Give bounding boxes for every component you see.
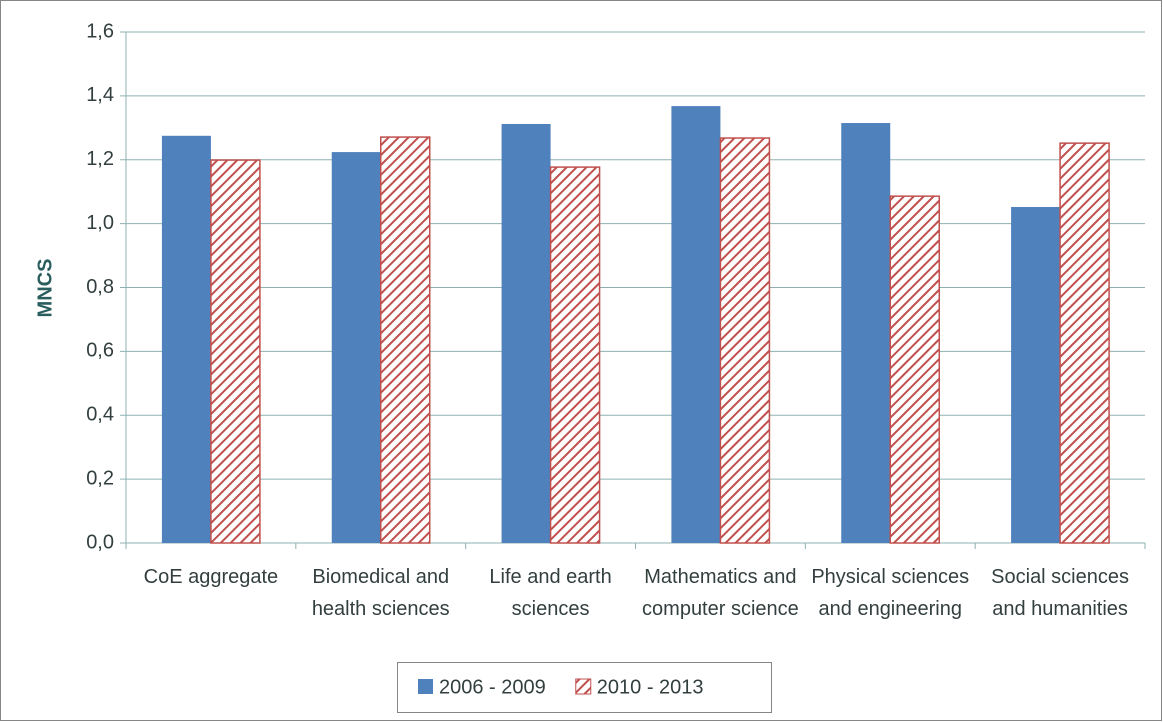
legend-label: 2006 - 2009 bbox=[439, 676, 546, 698]
y-tick-label: 0,6 bbox=[86, 340, 114, 362]
bar bbox=[161, 135, 211, 543]
y-tick-label: 0,2 bbox=[86, 467, 114, 489]
x-tick-label: Physical sciences and engineering bbox=[811, 566, 970, 620]
x-tick-label: Life and earth sciences bbox=[489, 566, 612, 620]
x-tick-label: Biomedical and health sciences bbox=[311, 566, 450, 620]
y-tick-label: 0,4 bbox=[86, 404, 114, 426]
x-tick-label: Social sciences and humanities bbox=[991, 566, 1129, 620]
x-tick-label: CoE aggregate bbox=[143, 566, 279, 588]
y-tick-label: 1,2 bbox=[86, 148, 114, 170]
bar bbox=[380, 136, 431, 544]
bar bbox=[210, 159, 261, 544]
bar bbox=[501, 123, 551, 543]
bar bbox=[719, 137, 771, 544]
bar bbox=[889, 195, 940, 544]
y-tick-label: 1,4 bbox=[86, 84, 114, 106]
bar bbox=[549, 166, 601, 544]
y-tick-label: 0,0 bbox=[86, 531, 114, 553]
bar bbox=[671, 106, 721, 543]
y-tick-label: 1,6 bbox=[86, 20, 114, 42]
legend-swatch bbox=[418, 679, 433, 694]
bar bbox=[841, 123, 891, 543]
legend-swatch bbox=[575, 678, 592, 695]
y-axis-label: MNCS bbox=[34, 259, 56, 318]
bar bbox=[1011, 207, 1061, 543]
y-tick-label: 0,8 bbox=[86, 276, 114, 298]
x-tick-label: Mathematics and computer science bbox=[642, 566, 799, 620]
bar bbox=[331, 152, 381, 543]
legend-label: 2010 - 2013 bbox=[597, 676, 704, 698]
y-tick-label: 1,0 bbox=[86, 212, 114, 234]
bar bbox=[1059, 142, 1110, 544]
